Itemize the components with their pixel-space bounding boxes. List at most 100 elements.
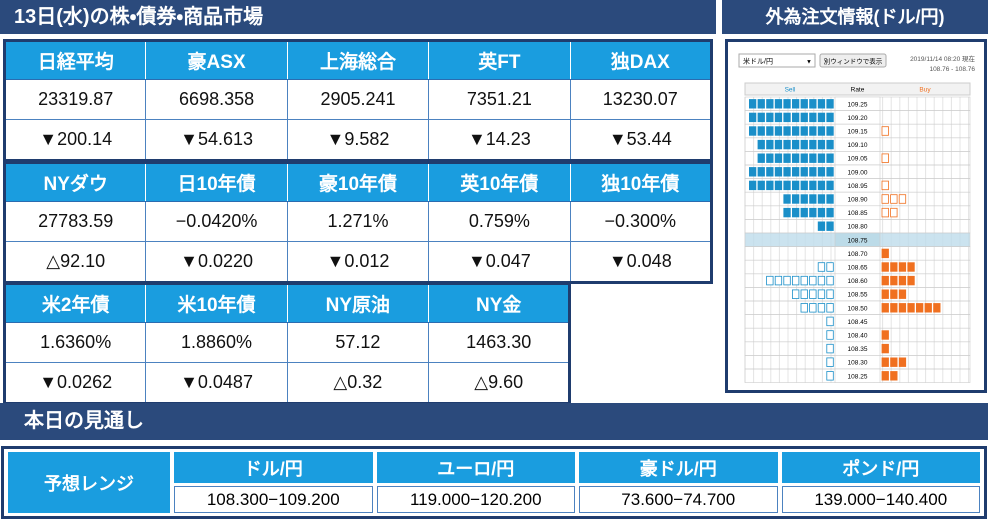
- sell-square: [783, 139, 791, 150]
- rate-label: 108.30: [848, 360, 868, 367]
- rate-label: 108.80: [848, 224, 868, 231]
- sell-square: [826, 221, 834, 231]
- sell-square: [817, 221, 826, 231]
- pair-header: 豪ドル/円: [579, 452, 778, 484]
- sell-square: [800, 207, 808, 218]
- change-cell: △92.10: [3, 241, 147, 283]
- pair-label: 米ドル/円: [743, 57, 773, 66]
- sell-orders: [817, 262, 834, 272]
- buy-square: [898, 357, 907, 367]
- sell-square: [817, 194, 826, 204]
- buy-square: [890, 289, 898, 299]
- rate-label: 108.60: [848, 278, 868, 285]
- sell-square: [817, 289, 826, 299]
- sell-square: [800, 303, 808, 313]
- sell-square: [766, 275, 774, 286]
- buy-orders: [881, 330, 889, 340]
- sell-square: [748, 167, 757, 177]
- price-cell: 13230.07: [569, 79, 713, 120]
- buy-square: [907, 275, 915, 286]
- sell-square: [783, 99, 791, 109]
- sell-orders: [783, 194, 834, 204]
- change-row: ▼200.14 ▼54.613 ▼9.582 ▼14.23 ▼53.44: [3, 119, 713, 161]
- sell-square: [792, 167, 800, 177]
- buy-square: [924, 303, 932, 313]
- sell-square: [766, 99, 774, 109]
- sell-orders: [783, 207, 834, 218]
- price-cell: 23319.87: [3, 79, 147, 120]
- sell-square: [817, 262, 826, 272]
- sell-square: [792, 112, 800, 123]
- sell-square: [774, 167, 783, 177]
- change-cell: ▼14.23: [428, 119, 571, 161]
- column-header: 日10年債: [145, 162, 288, 202]
- header-row: 米2年債 米10年債 NY原油 NY金: [3, 283, 571, 323]
- book-header: [744, 82, 971, 96]
- popup-button[interactable]: [819, 53, 887, 68]
- sell-square: [809, 153, 817, 163]
- sell-square: [800, 99, 808, 109]
- fx-title: 外為注文情報(ドル/円): [722, 0, 988, 34]
- rate-label: 108.85: [848, 210, 868, 217]
- sell-square: [817, 126, 826, 136]
- range-value: 108.300−109.200: [174, 486, 373, 513]
- price-cell: 2905.241: [286, 79, 430, 120]
- sell-orders: [800, 303, 834, 313]
- price-cell: 0.759%: [428, 201, 571, 242]
- sell-square: [748, 112, 757, 123]
- sell-orders: [748, 112, 834, 123]
- sell-square: [826, 289, 834, 299]
- sell-square: [809, 139, 817, 150]
- sell-square: [826, 139, 834, 150]
- sell-square: [783, 112, 791, 123]
- sell-square: [757, 139, 765, 150]
- sell-square: [774, 99, 783, 109]
- rate-label: 109.20: [848, 115, 868, 122]
- buy-orders: [881, 194, 907, 204]
- buy-square: [898, 303, 907, 313]
- change-cell: ▼0.0487: [145, 362, 288, 404]
- rate-label: 109.10: [848, 142, 868, 149]
- buy-orders: [881, 275, 915, 286]
- column-header: 独10年債: [569, 162, 713, 202]
- change-cell: △0.32: [286, 362, 430, 404]
- range-value: 73.600−74.700: [579, 486, 778, 513]
- sell-square: [826, 316, 834, 327]
- sell-orders: [792, 289, 834, 299]
- sell-square: [826, 275, 834, 286]
- buy-square: [881, 207, 889, 218]
- sell-orders: [826, 316, 834, 327]
- sell-square: [800, 180, 808, 191]
- sell-square: [783, 153, 791, 163]
- sell-square: [817, 153, 826, 163]
- change-row: △92.10 ▼0.0220 ▼0.012 ▼0.047 ▼0.048: [3, 241, 713, 283]
- price-row: 23319.87 6698.358 2905.241 7351.21 13230.07: [3, 79, 713, 120]
- outlook-table: 予想レンジ ドル/円 ユーロ/円 豪ドル/円 ポンド/円 108.300−109.20…: [1, 446, 987, 519]
- change-cell: ▼0.012: [286, 241, 430, 283]
- outlook-value-row: 108.300−109.200 119.000−120.200 73.600−74.…: [8, 486, 980, 513]
- buy-square: [890, 275, 898, 286]
- buy-orders: [881, 357, 907, 367]
- select-arrow: ▼: [806, 60, 812, 66]
- sell-square: [748, 126, 757, 136]
- pair-header: ユーロ/円: [376, 452, 575, 484]
- price-cell: 7351.21: [428, 79, 571, 120]
- sell-orders: [748, 167, 834, 177]
- sell-square: [792, 180, 800, 191]
- sell-square: [800, 194, 808, 204]
- buy-square: [881, 248, 889, 259]
- sell-square: [783, 275, 791, 286]
- change-cell: ▼53.44: [569, 119, 713, 161]
- rate-label: 108.65: [848, 265, 868, 272]
- price-cell: 1463.30: [428, 322, 571, 363]
- buy-orders: [881, 207, 898, 218]
- sell-header: Sell: [785, 87, 796, 94]
- rate-label: 108.25: [848, 373, 868, 380]
- pair-select[interactable]: [738, 53, 816, 68]
- buy-square: [881, 303, 889, 313]
- sell-square: [809, 303, 817, 313]
- sell-square: [800, 139, 808, 150]
- sell-square: [809, 289, 817, 299]
- sell-orders: [757, 139, 834, 150]
- column-header: 上海総合: [286, 40, 430, 80]
